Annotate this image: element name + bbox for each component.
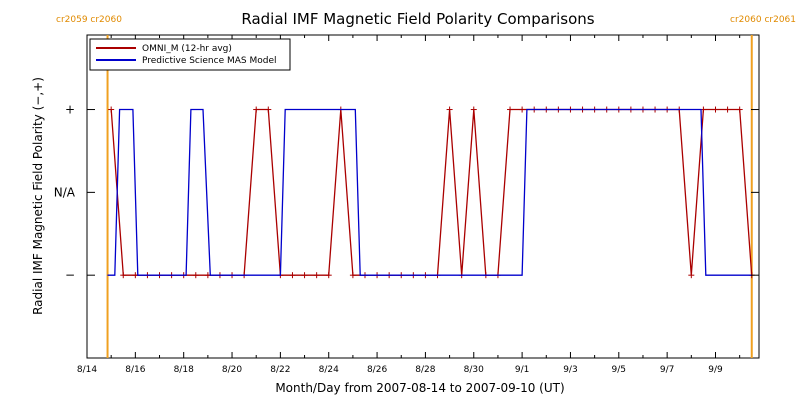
series-point xyxy=(724,106,731,113)
y-axis: + N/A − xyxy=(54,103,759,282)
series-point xyxy=(507,106,514,113)
series-point xyxy=(289,272,296,279)
y-tick-label: + xyxy=(65,103,75,117)
series-point xyxy=(712,106,719,113)
x-tick-label: 8/14 xyxy=(77,365,97,375)
x-tick-label: 8/18 xyxy=(174,365,194,375)
x-tick-label: 9/5 xyxy=(612,365,626,375)
legend: OMNI_M (12-hr avg) Predictive Science MAS… xyxy=(89,38,291,71)
legend-box xyxy=(89,38,291,71)
series-point xyxy=(325,272,332,279)
series-layer xyxy=(107,106,755,279)
series-point xyxy=(253,106,260,113)
series-point xyxy=(192,272,199,279)
carrington-label: cr2059 cr2060 xyxy=(56,15,122,25)
legend-label: Predictive Science MAS Model xyxy=(142,56,277,66)
series-point xyxy=(265,106,272,113)
plot-border xyxy=(86,34,760,359)
plot-area xyxy=(86,34,760,359)
series-point xyxy=(446,106,453,113)
series-point xyxy=(519,106,526,113)
x-tick-label: 8/22 xyxy=(270,365,290,375)
x-axis-title: Month/Day from 2007-08-14 to 2007-09-10 … xyxy=(275,381,564,395)
carrington-label: cr2060 cr2061 xyxy=(730,15,796,25)
x-tick-label: 9/3 xyxy=(563,365,577,375)
x-tick-label: 9/1 xyxy=(515,365,529,375)
x-tick-label: 9/7 xyxy=(660,365,674,375)
y-axis-title: Radial IMF Magnetic Field Polarity (−,+) xyxy=(31,77,45,315)
carrington-labels: cr2059 cr2060 cr2060 cr2061 xyxy=(56,15,796,25)
x-tick-label: 8/24 xyxy=(319,365,339,375)
chart-title: Radial IMF Magnetic Field Polarity Compa… xyxy=(241,10,594,28)
series-point xyxy=(301,272,308,279)
series-point xyxy=(470,106,477,113)
series-point xyxy=(688,272,695,279)
x-tick-label: 9/9 xyxy=(708,365,723,375)
series-point xyxy=(120,272,127,279)
x-tick-label: 8/20 xyxy=(222,365,242,375)
y-tick-label: N/A xyxy=(54,185,76,199)
x-tick-label: 8/28 xyxy=(415,365,435,375)
x-axis: 8/14 8/16 8/18 8/20 8/22 8/24 8/26 8/28 8/30 9/1 9… xyxy=(77,35,741,375)
series-point xyxy=(108,106,115,113)
legend-label: OMNI_M (12-hr avg) xyxy=(142,44,232,54)
series-point xyxy=(313,272,320,279)
x-tick-label: 8/26 xyxy=(367,365,387,375)
series-line-2 xyxy=(107,108,752,276)
x-tick-label: 8/16 xyxy=(125,365,145,375)
x-tick-label: 8/30 xyxy=(464,365,484,375)
series-point xyxy=(736,106,743,113)
series-point xyxy=(349,272,356,279)
y-tick-label: − xyxy=(65,268,75,282)
